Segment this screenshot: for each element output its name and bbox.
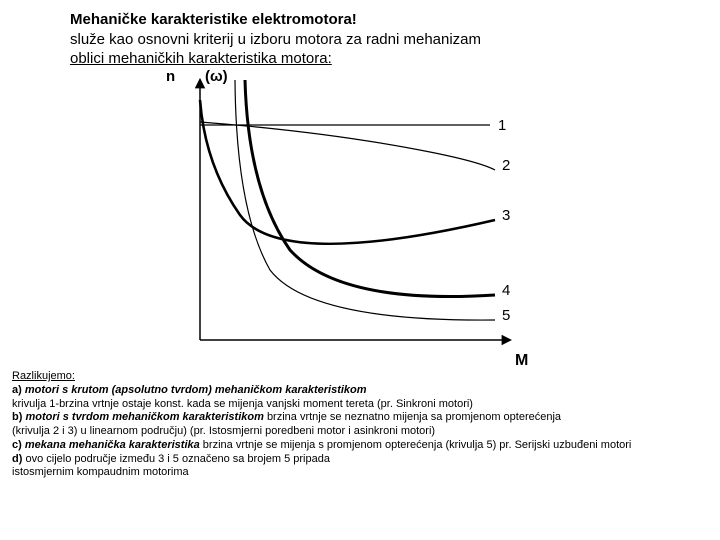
curve-label-3: 3 [502,207,510,224]
item-d-text2: istosmjernim kompaudnim motorima [12,466,700,480]
item-c-tail: brzina vrtnje se mijenja s promjenom opt… [203,439,632,451]
y-axis-label-omega: (ω) [205,68,228,85]
mechanical-characteristics-chart: n (ω) M 12345 [150,70,530,360]
item-b-tail: brzina vrtnje se neznatno mijenja sa pro… [267,411,561,423]
item-a-label: a) [12,384,22,396]
item-a-text: krivulja 1-brzina vrtnje ostaje konst. k… [12,398,700,412]
x-axis-label-m: M [515,352,528,370]
y-axis-label-n: n [166,68,175,85]
curve-label-5: 5 [502,307,510,324]
item-d-label: d) [12,453,22,465]
curve-label-4: 4 [502,282,510,299]
item-c-label: c) [12,439,22,451]
title: Mehaničke karakteristike elektromotora! [70,10,690,30]
curve-label-2: 2 [502,157,510,174]
body-text: Razlikujemo: a) motori s krutom (apsolut… [12,370,700,480]
item-b-bold: motori s tvrdom mehaničkom karakteristik… [25,411,263,423]
body-heading: Razlikujemo: [12,370,75,382]
header-block: Mehaničke karakteristike elektromotora! … [70,10,690,69]
item-a-bold: motori s krutom (apsolutno tvrdom) mehan… [25,384,367,396]
curve-label-1: 1 [498,117,506,134]
subtitle-underline: oblici mehaničkih karakteristika motora: [70,49,690,69]
chart-svg: 1 2 3 4 5 [150,70,530,360]
item-b-text2: (krivulja 2 i 3) u linearnom području) (… [12,425,700,439]
item-d-text: ovo cijelo područje između 3 i 5 označen… [25,453,330,465]
subtitle: služe kao osnovni kriterij u izboru moto… [70,30,690,50]
item-c-bold: mekana mehanička karakteristika [25,439,200,451]
item-b-label: b) [12,411,22,423]
